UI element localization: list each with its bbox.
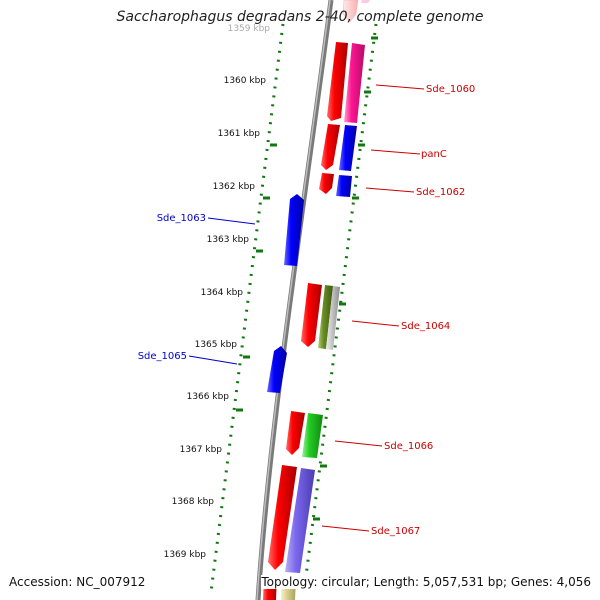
tick-label: 1361 kbp [218, 129, 261, 139]
tick-label: 1366 kbp [187, 392, 230, 402]
gene-sde1060-pink [344, 43, 365, 123]
tick-label: 1364 kbp [201, 288, 244, 298]
gene-partial-pink-top [361, 0, 370, 3]
gene-sde1064-olive [318, 285, 333, 349]
gene-sde1066-red [286, 411, 305, 455]
map-title: Saccharophagus degradans 2-40, complete … [116, 9, 484, 25]
gene-sde1062-blue [336, 175, 352, 197]
gene-label-sde1064[interactable]: Sde_1064 [401, 321, 450, 332]
forward-tick-marks [313, 36, 378, 521]
scale-tick-labels: 1359 kbp 1360 kbp 1361 kbp 1362 kbp 1363… [164, 24, 271, 560]
reverse-tick-marks [236, 143, 277, 412]
gene-panc-blue [339, 125, 357, 171]
gene-sde1067-purple [285, 468, 315, 573]
tick-label: 1369 kbp [164, 550, 207, 560]
gene-label-sde1060[interactable]: Sde_1060 [426, 84, 475, 95]
gene-label-sde1062[interactable]: Sde_1062 [416, 187, 465, 198]
gene-sde1067-red [268, 465, 297, 570]
tick-label: 1368 kbp [172, 497, 215, 507]
accession-text: Accession: NC_007912 [9, 575, 146, 589]
tick-label: 1363 kbp [207, 235, 250, 245]
tick-label: 1362 kbp [213, 182, 256, 192]
gene-sde1065-blue [267, 346, 287, 393]
gene-sde1064-red [301, 283, 322, 347]
gene-sde1066-green [302, 413, 323, 458]
gene-sde1062-red [319, 173, 334, 194]
forward-leader-lines [321, 84, 425, 532]
gene-labels: Sde_1060 panC Sde_1062 Sde_1063 Sde_1064… [138, 84, 476, 537]
reverse-scale-line [209, 23, 285, 593]
reverse-leader-lines [188, 217, 256, 365]
gene-label-panc[interactable]: panC [421, 149, 447, 160]
genome-summary-text: Topology: circular; Length: 5,057,531 bp… [261, 575, 591, 589]
gene-sde1063-blue [284, 194, 304, 266]
genome-backbone [255, 0, 334, 600]
gene-label-sde1063[interactable]: Sde_1063 [157, 213, 206, 224]
gene-partial-red-top [342, 0, 359, 23]
gene-sde1060-red [327, 42, 348, 121]
genome-backbone-highlight [256, 0, 331, 600]
gene-label-sde1065[interactable]: Sde_1065 [138, 351, 187, 362]
tick-label: 1365 kbp [195, 340, 238, 350]
gene-label-sde1066[interactable]: Sde_1066 [384, 441, 433, 452]
gene-sde1064-gray [326, 286, 340, 350]
tick-label: 1367 kbp [180, 445, 223, 455]
gene-label-sde1067[interactable]: Sde_1067 [371, 526, 420, 537]
gene-pre-panc-red [321, 124, 340, 170]
tick-label: 1360 kbp [224, 76, 267, 86]
forward-scale-line [302, 23, 378, 593]
tick-label-top: 1359 kbp [228, 24, 271, 34]
